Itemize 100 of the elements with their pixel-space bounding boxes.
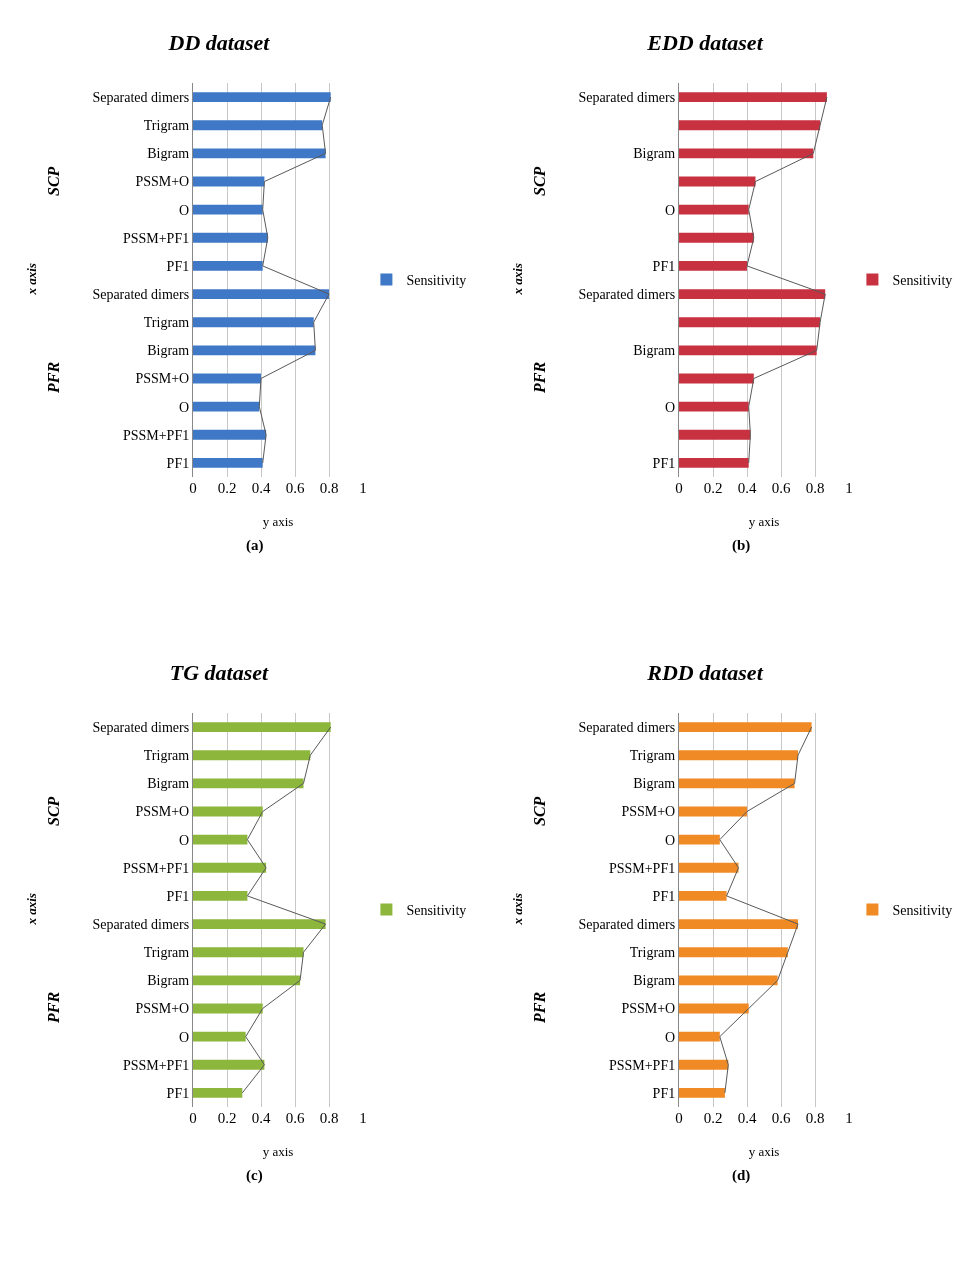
bar — [679, 317, 821, 328]
y-tick-label: PF1 — [166, 1085, 190, 1101]
text: PFR — [531, 361, 548, 394]
x-axis-title: y axis — [262, 1144, 294, 1159]
bar — [679, 778, 795, 789]
bar — [193, 92, 331, 102]
bar — [679, 232, 754, 243]
bar — [193, 778, 304, 789]
bar — [193, 750, 311, 761]
bar — [679, 429, 751, 440]
chart-title: EDD dataset — [646, 29, 764, 55]
y-tick-label: O — [179, 202, 190, 218]
chart-title: DD dataset — [167, 29, 271, 55]
text: SCP — [45, 166, 62, 196]
bar — [679, 401, 749, 412]
bar — [679, 261, 747, 271]
y-tick-label: PSSM+O — [621, 1001, 676, 1017]
bar — [679, 1059, 729, 1070]
bar — [679, 1088, 725, 1098]
bar — [193, 289, 329, 299]
y-tick-label: Separated dimers — [578, 286, 676, 302]
bar — [679, 834, 720, 845]
y-tick-label: Separated dimers — [92, 719, 190, 735]
bar — [679, 919, 798, 929]
bar — [679, 92, 827, 102]
x-tick-label: 0.4 — [737, 480, 757, 496]
text: (b) — [732, 537, 751, 554]
x-tick-label: 0.2 — [703, 1110, 723, 1126]
y-tick-label: Separated dimers — [578, 89, 676, 105]
y-tick-label: Bigram — [147, 146, 190, 162]
y-tick-label: Trigram — [629, 945, 676, 961]
bar — [679, 806, 747, 817]
bar — [193, 176, 265, 187]
y-tick-label: PSSM+PF1 — [608, 860, 676, 876]
chart-title: RDD dataset — [646, 659, 764, 685]
y-tick-label: O — [665, 832, 676, 848]
bar — [679, 176, 756, 187]
bar — [679, 120, 821, 131]
bar — [679, 722, 812, 732]
bar — [679, 289, 826, 299]
y-tick-label: Bigram — [633, 146, 676, 162]
bar — [193, 1003, 263, 1014]
text: PFR — [45, 361, 62, 394]
x-tick-label: 0.4 — [251, 480, 271, 496]
y-axis-title: x axis — [509, 893, 525, 926]
y-tick-label: PSSM+PF1 — [122, 230, 190, 246]
legend-label: Sensitivity — [406, 903, 467, 919]
y-tick-label: PSSM+PF1 — [122, 427, 190, 443]
y-tick-label: Bigram — [147, 973, 190, 989]
y-tick-label: Separated dimers — [92, 916, 190, 932]
y-axis-title: x axis — [509, 263, 525, 296]
y-tick-label: Bigram — [633, 343, 676, 359]
y-tick-label: PSSM+O — [135, 804, 190, 820]
bar — [193, 1059, 265, 1070]
x-tick-label: 0.4 — [737, 1110, 757, 1126]
x-tick-label: 0 — [675, 480, 683, 496]
text: PFR — [45, 991, 62, 1024]
y-tick-label: PSSM+O — [621, 804, 676, 820]
x-tick-label: 1 — [845, 1110, 853, 1126]
text: SCP — [45, 796, 62, 826]
x-tick-label: 0 — [189, 1110, 197, 1126]
text: SCP — [531, 166, 548, 196]
y-tick-label: PSSM+O — [135, 174, 190, 190]
bar — [193, 919, 326, 929]
y-tick-label: PF1 — [166, 888, 190, 904]
y-tick-label: O — [179, 399, 190, 415]
legend-label: Sensitivity — [892, 273, 953, 289]
x-tick-label: 1 — [359, 480, 367, 496]
x-tick-label: 0.2 — [217, 480, 237, 496]
x-tick-label: 0.6 — [771, 480, 791, 496]
legend-label: Sensitivity — [406, 273, 467, 289]
bar — [193, 458, 263, 468]
bar — [193, 148, 326, 159]
y-tick-label: O — [179, 1029, 190, 1045]
bar — [679, 204, 749, 215]
y-tick-label: PF1 — [652, 258, 676, 274]
x-tick-label: 0.6 — [285, 480, 305, 496]
bar — [679, 458, 749, 468]
y-tick-label: Separated dimers — [578, 916, 676, 932]
bar — [679, 1003, 749, 1014]
bar — [679, 947, 788, 958]
x-tick-label: 0.4 — [251, 1110, 271, 1126]
bar — [193, 891, 248, 901]
bar — [193, 120, 323, 131]
x-axis-title: y axis — [262, 514, 294, 529]
bar — [193, 834, 248, 845]
y-tick-label: O — [179, 832, 190, 848]
bar — [679, 1031, 720, 1042]
y-tick-label: PSSM+PF1 — [608, 1057, 676, 1073]
x-tick-label: 0 — [675, 1110, 683, 1126]
y-tick-label: O — [665, 399, 676, 415]
x-tick-label: 0.8 — [805, 1110, 825, 1126]
bar — [679, 891, 727, 901]
bar — [193, 232, 268, 243]
bar — [193, 345, 316, 356]
legend-label: Sensitivity — [892, 903, 953, 919]
x-tick-label: 0 — [189, 480, 197, 496]
text: (a) — [246, 537, 264, 554]
bar — [193, 317, 314, 328]
bar — [193, 1031, 246, 1042]
